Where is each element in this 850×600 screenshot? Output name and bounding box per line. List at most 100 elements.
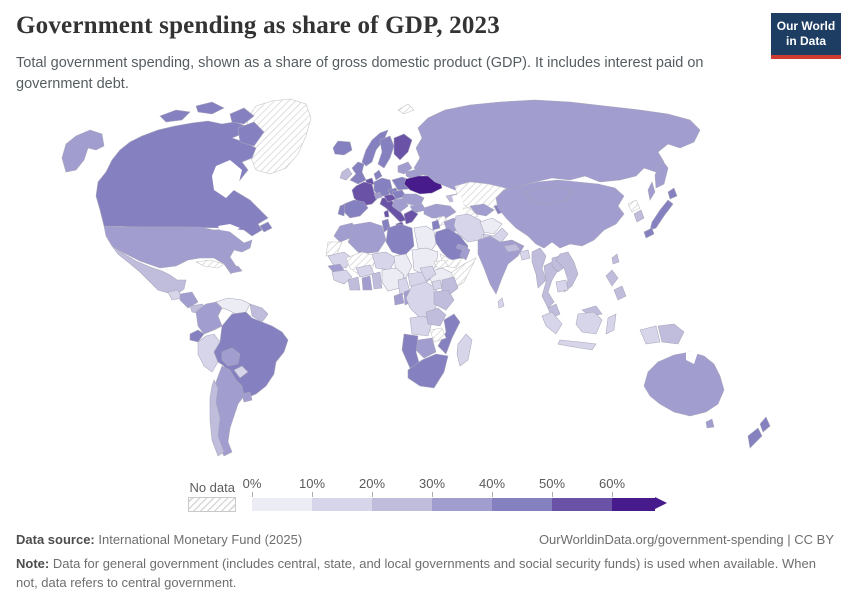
country-indonesia-sulawesi[interactable] bbox=[605, 313, 617, 335]
country-spain[interactable] bbox=[343, 199, 369, 219]
country-uganda[interactable] bbox=[431, 279, 443, 291]
country-israel[interactable] bbox=[431, 219, 441, 231]
country-nepal[interactable] bbox=[503, 243, 521, 253]
country-indonesia-kalimantan[interactable] bbox=[575, 311, 603, 335]
country-paraguay[interactable] bbox=[233, 365, 249, 379]
country-niger[interactable] bbox=[371, 251, 397, 271]
country-ivory-coast[interactable] bbox=[347, 276, 361, 291]
country-turkey[interactable] bbox=[423, 203, 457, 219]
country-sri-lanka[interactable] bbox=[497, 297, 505, 309]
country-norway[interactable] bbox=[361, 129, 389, 167]
country-tasmania[interactable] bbox=[705, 418, 715, 429]
country-tanzania[interactable] bbox=[433, 289, 455, 311]
legend-color-scale[interactable]: 0% 10% 20% 30% 40% 50% 60% bbox=[243, 476, 682, 514]
country-afghanistan[interactable] bbox=[479, 217, 503, 235]
country-ukraine[interactable] bbox=[403, 175, 443, 195]
legend-bin-0-10[interactable] bbox=[252, 497, 312, 511]
country-philippines-luzon[interactable] bbox=[605, 269, 619, 287]
country-portugal[interactable] bbox=[337, 203, 346, 217]
country-taiwan[interactable] bbox=[611, 253, 620, 265]
country-svalbard[interactable] bbox=[397, 103, 415, 115]
country-indonesia-sumatra[interactable] bbox=[541, 311, 563, 335]
country-south-sudan[interactable] bbox=[419, 265, 437, 282]
country-chile[interactable] bbox=[209, 379, 225, 457]
country-japan-kyushu[interactable] bbox=[643, 227, 655, 239]
country-balkans[interactable] bbox=[391, 197, 409, 213]
legend-bin-60+[interactable] bbox=[612, 497, 655, 511]
country-new-zealand-north[interactable] bbox=[759, 416, 771, 433]
country-egypt[interactable] bbox=[413, 225, 437, 253]
country-denmark[interactable] bbox=[373, 169, 383, 181]
country-colombia[interactable] bbox=[195, 301, 223, 335]
country-zambia[interactable] bbox=[425, 307, 447, 327]
country-uruguay[interactable] bbox=[241, 391, 253, 403]
country-cuba[interactable] bbox=[195, 259, 225, 269]
country-gabon[interactable] bbox=[393, 292, 405, 306]
legend-bin-20-30[interactable] bbox=[372, 497, 432, 511]
country-philippines-mindanao[interactable] bbox=[613, 285, 627, 301]
rights-text[interactable]: OurWorldinData.org/government-spending |… bbox=[538, 532, 834, 547]
country-baltics[interactable] bbox=[397, 161, 413, 175]
country-libya[interactable] bbox=[385, 223, 415, 257]
country-new-zealand-south[interactable] bbox=[747, 427, 763, 449]
country-alaska[interactable] bbox=[61, 129, 105, 173]
country-france[interactable] bbox=[351, 181, 379, 207]
country-australia[interactable] bbox=[643, 351, 725, 417]
country-china[interactable] bbox=[495, 179, 625, 249]
country-canada-island[interactable] bbox=[159, 109, 191, 123]
country-eritrea[interactable] bbox=[433, 259, 449, 270]
country-japan-hokkaido[interactable] bbox=[667, 187, 678, 200]
country-indonesia-java[interactable] bbox=[557, 339, 597, 351]
country-guyanas[interactable] bbox=[249, 303, 269, 323]
country-switzerland[interactable] bbox=[373, 191, 383, 200]
country-mongolia[interactable] bbox=[523, 185, 573, 205]
country-uae[interactable] bbox=[455, 243, 467, 251]
legend-bin-10-20[interactable] bbox=[312, 497, 372, 511]
country-russia-sakhalin[interactable] bbox=[647, 181, 656, 201]
country-ghana[interactable] bbox=[361, 275, 373, 291]
country-greece[interactable] bbox=[403, 209, 419, 225]
country-angola[interactable] bbox=[409, 315, 433, 337]
country-italy-sardinia[interactable] bbox=[383, 209, 390, 218]
country-sweden[interactable] bbox=[377, 135, 395, 169]
country-ecuador[interactable] bbox=[189, 329, 205, 343]
country-mexico[interactable] bbox=[111, 245, 187, 296]
country-zimbabwe[interactable] bbox=[429, 327, 447, 343]
country-benin-togo[interactable] bbox=[371, 271, 383, 290]
country-united-states[interactable] bbox=[103, 225, 253, 275]
country-japan-honshu[interactable] bbox=[649, 199, 674, 231]
country-russia-kamchatka[interactable] bbox=[654, 159, 669, 189]
country-italy[interactable] bbox=[379, 197, 407, 223]
country-bangladesh[interactable] bbox=[519, 249, 531, 261]
country-india[interactable] bbox=[477, 235, 525, 295]
country-algeria[interactable] bbox=[347, 221, 387, 255]
country-canada-island[interactable] bbox=[229, 107, 255, 125]
country-south-korea[interactable] bbox=[633, 209, 645, 223]
country-honduras[interactable] bbox=[179, 291, 199, 309]
country-united-kingdom[interactable] bbox=[349, 161, 367, 185]
country-canada-baffin[interactable] bbox=[237, 121, 265, 147]
legend-bin-30-40[interactable] bbox=[432, 497, 492, 511]
country-canada-newfoundland[interactable] bbox=[259, 221, 273, 233]
country-canada-island[interactable] bbox=[195, 101, 225, 115]
country-indonesia-papua[interactable] bbox=[639, 325, 661, 345]
country-south-africa[interactable] bbox=[407, 353, 449, 389]
country-bolivia[interactable] bbox=[221, 347, 241, 367]
country-dominican-republic[interactable] bbox=[227, 265, 243, 274]
country-finland[interactable] bbox=[393, 133, 413, 161]
country-myanmar[interactable] bbox=[531, 247, 547, 289]
country-cambodia[interactable] bbox=[555, 279, 569, 293]
country-senegal[interactable] bbox=[327, 263, 345, 273]
country-papua-new-guinea[interactable] bbox=[657, 323, 685, 345]
country-venezuela[interactable] bbox=[215, 297, 251, 315]
country-north-korea[interactable] bbox=[627, 199, 641, 213]
country-madagascar[interactable] bbox=[456, 333, 473, 367]
legend-bin-50-60[interactable] bbox=[552, 497, 612, 511]
country-ireland[interactable] bbox=[339, 167, 353, 181]
legend-no-data-swatch[interactable] bbox=[188, 497, 236, 512]
country-oman[interactable] bbox=[459, 245, 471, 261]
owid-logo[interactable]: Our World in Data bbox=[771, 13, 841, 59]
legend-bin-40-50[interactable] bbox=[492, 497, 552, 511]
country-iceland[interactable] bbox=[332, 140, 353, 156]
